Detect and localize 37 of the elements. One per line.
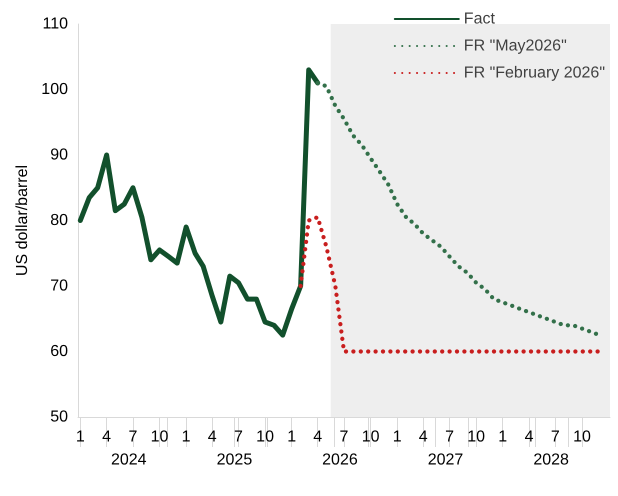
y-tick-label: 100: [41, 81, 68, 98]
y-tick-label: 50: [50, 408, 68, 426]
x-tick-label: 10: [467, 428, 486, 446]
y-tick-label: 110: [42, 16, 68, 32]
x-tick-label: 7: [234, 428, 244, 446]
x-tick-label: 7: [128, 428, 138, 446]
x-tick-label: 10: [573, 428, 591, 446]
text: 2028: [533, 452, 570, 468]
legend-label: FR "May2026": [464, 38, 567, 54]
legend-label: Fact: [464, 10, 496, 28]
legend-label: FR "February 2026": [464, 64, 606, 82]
x-tick-label: 1: [498, 428, 508, 446]
x-tick-label: 1: [76, 428, 85, 446]
x-tick-label: 1: [182, 428, 191, 446]
y-tick-label: 80: [50, 212, 68, 229]
y-tick-label: 70: [50, 278, 68, 294]
x-tick-label: 7: [445, 428, 454, 446]
x-tick-label: 7: [550, 428, 560, 446]
x-tick-label: 4: [208, 428, 217, 446]
text: 2025: [216, 452, 252, 468]
x-tick-label: 4: [524, 428, 534, 446]
x-tick-label: 10: [256, 428, 274, 446]
text: 2027: [428, 452, 464, 468]
x-tick-label: 10: [150, 428, 169, 446]
x-tick-label: 1: [287, 428, 296, 446]
x-tick-label: 1: [392, 428, 402, 446]
text: 2026: [322, 452, 358, 468]
text: 2024: [110, 452, 147, 468]
line-series: [298, 215, 602, 354]
x-tick-label: 4: [418, 428, 428, 446]
y-tick-label: 60: [50, 343, 68, 360]
y-axis-title: US dollar/barrel: [14, 164, 31, 276]
x-tick-label: 10: [362, 428, 380, 446]
y-tick-label: 90: [50, 146, 68, 164]
x-tick-label: 4: [102, 428, 112, 446]
x-tick-label: 7: [340, 428, 349, 446]
x-tick-label: 4: [313, 428, 322, 446]
